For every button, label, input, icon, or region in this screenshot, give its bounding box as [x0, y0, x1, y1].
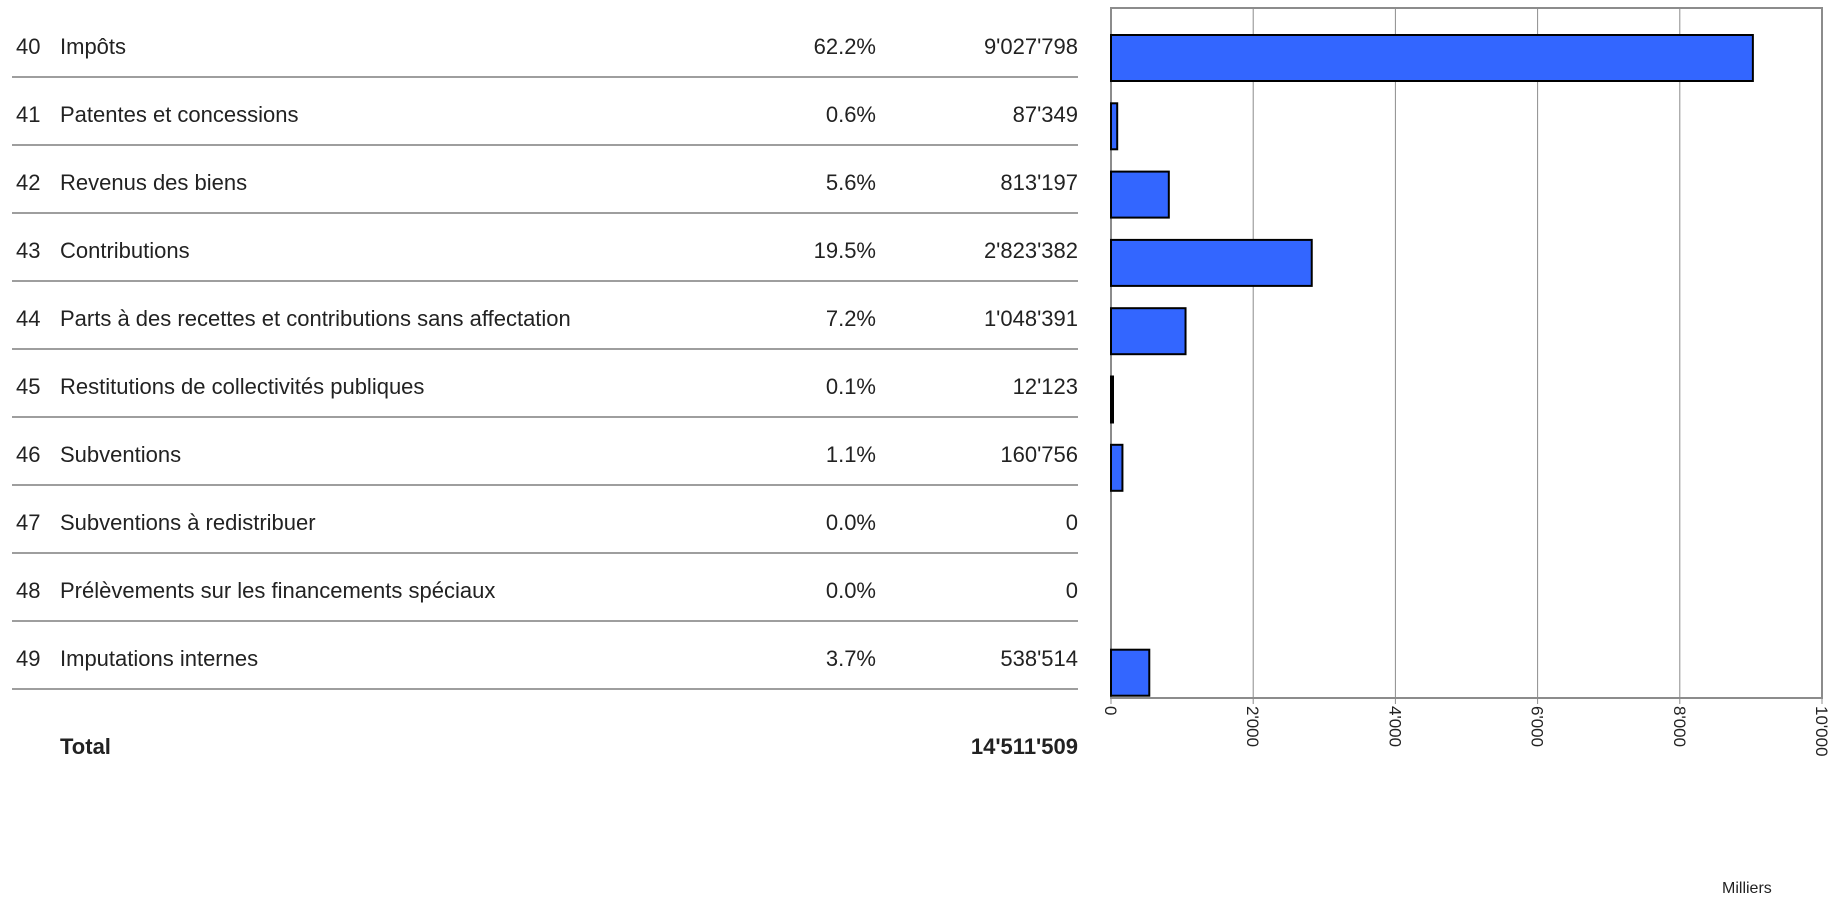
account-percentage: 0.1% — [825, 374, 876, 399]
bar-40 — [1110, 34, 1754, 82]
x-tick-label: 4'000 — [1385, 706, 1404, 747]
account-code: 42 — [16, 170, 41, 195]
table-row: 43 Contributions 19.5% 2'823'382 — [12, 214, 1078, 282]
account-percentage: 0.0% — [825, 578, 876, 603]
table-row: 45 Restitutions de collectivités publique… — [12, 350, 1078, 418]
account-label: Parts à des recettes et contributions sa… — [60, 306, 571, 331]
account-label: Subventions — [60, 442, 182, 467]
account-percentage: 62.2% — [813, 34, 876, 59]
account-percentage: 5.6% — [825, 170, 876, 195]
account-code: 44 — [16, 306, 41, 331]
table-row: 41 Patentes et concessions 0.6% 87'349 — [12, 78, 1078, 146]
x-tick-label: 2'000 — [1243, 706, 1262, 747]
account-label: Revenus des biens — [60, 170, 248, 195]
bar-49 — [1110, 648, 1151, 697]
account-amount: 2'823'382 — [983, 238, 1078, 263]
account-code: 47 — [16, 510, 41, 535]
account-percentage: 19.5% — [813, 238, 876, 263]
table-row: 46 Subventions 1.1% 160'756 — [12, 418, 1078, 486]
account-label: Restitutions de collectivités publiques — [60, 374, 425, 399]
account-label: Patentes et concessions — [60, 102, 299, 127]
account-table: 40 Impôts 62.2% 9'027'798 41 Patentes et conc… — [12, 10, 1078, 690]
x-tick-label: 10'000 — [1812, 706, 1831, 757]
x-tick-label: 6'000 — [1528, 706, 1547, 747]
account-amount: 160'756 — [1000, 442, 1078, 467]
bar-43 — [1110, 238, 1313, 287]
account-code: 43 — [16, 238, 41, 263]
table-row: 47 Subventions à redistribuer 0.0% 0 — [12, 486, 1078, 554]
account-label: Subventions à redistribuer — [60, 510, 316, 535]
account-code: 45 — [16, 374, 41, 399]
account-code: 46 — [16, 442, 41, 467]
account-percentage: 3.7% — [825, 646, 876, 671]
account-label: Contributions — [60, 238, 190, 263]
bar-46 — [1110, 443, 1124, 492]
account-code: 41 — [16, 102, 41, 127]
account-amount: 87'349 — [1012, 102, 1078, 127]
table-row: 48 Prélèvements sur les financements spéc… — [12, 554, 1078, 622]
account-amount: 538'514 — [1000, 646, 1078, 671]
account-code: 40 — [16, 34, 41, 59]
account-amount: 1'048'391 — [983, 306, 1078, 331]
x-tick-label: 8'000 — [1670, 706, 1689, 747]
bar-41 — [1110, 102, 1119, 151]
account-label: Imputations internes — [60, 646, 259, 671]
bar-45 — [1110, 375, 1114, 424]
account-amount: 0 — [1065, 510, 1078, 535]
table-row: 49 Imputations internes 3.7% 538'514 — [12, 622, 1078, 690]
x-tick-label: 0 — [1101, 706, 1120, 715]
table-row: 40 Impôts 62.2% 9'027'798 — [12, 10, 1078, 78]
account-percentage: 0.6% — [825, 102, 876, 127]
account-amount: 813'197 — [1000, 170, 1078, 195]
revenue-bar-chart: 0 2'000 4'000 6'000 8'000 10'000 — [1101, 7, 1831, 757]
total-label: Total — [60, 734, 111, 759]
account-label: Impôts — [60, 34, 127, 59]
total-value: 14'511'509 — [970, 734, 1078, 759]
account-amount: 12'123 — [1012, 374, 1078, 399]
account-percentage: 1.1% — [825, 442, 876, 467]
account-percentage: 0.0% — [825, 510, 876, 535]
account-amount: 9'027'798 — [983, 34, 1078, 59]
account-code: 48 — [16, 578, 41, 603]
bar-42 — [1110, 170, 1170, 219]
account-code: 49 — [16, 646, 41, 671]
account-label: Prélèvements sur les financements spécia… — [60, 578, 496, 603]
bar-44 — [1110, 307, 1187, 356]
account-amount: 0 — [1065, 578, 1078, 603]
plot-frame — [1110, 7, 1823, 699]
x-axis-unit-label: Milliers — [1722, 880, 1772, 897]
table-row: 44 Parts à des recettes et contributions … — [12, 282, 1078, 350]
account-percentage: 7.2% — [825, 306, 876, 331]
table-row: 42 Revenus des biens 5.6% 813'197 — [12, 146, 1078, 214]
total-row: Total 14'511'509 — [12, 732, 1078, 762]
